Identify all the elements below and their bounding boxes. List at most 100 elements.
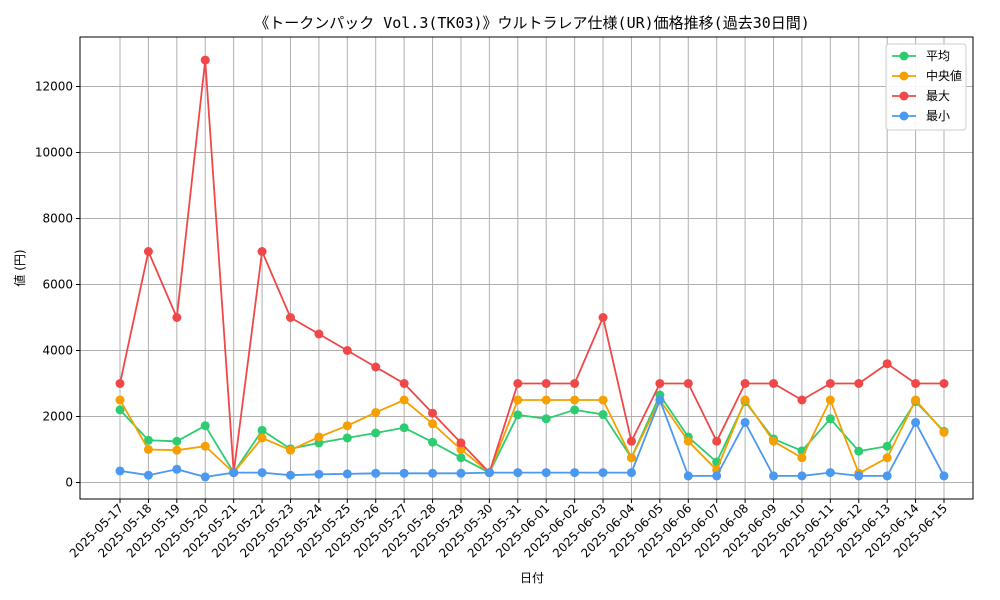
data-point — [371, 362, 381, 372]
data-point — [825, 379, 835, 388]
data-point — [200, 472, 210, 482]
data-point — [911, 395, 921, 405]
data-point — [428, 419, 438, 429]
y-tick-label: 0 — [65, 476, 73, 490]
data-point — [911, 379, 921, 388]
data-point — [769, 436, 779, 446]
data-point — [541, 414, 551, 424]
data-point — [854, 446, 864, 456]
data-point — [371, 428, 381, 438]
chart-title: 《トークンパック Vol.3(TK03)》ウルトラレア仕様(UR)価格推移(過去… — [254, 14, 810, 32]
legend-label: 最小 — [926, 109, 950, 123]
data-point — [570, 395, 580, 405]
data-point — [570, 379, 580, 388]
data-point — [257, 468, 267, 478]
data-point — [399, 468, 409, 478]
data-point — [456, 438, 466, 448]
data-point — [712, 436, 722, 446]
data-point — [456, 453, 466, 463]
data-point — [513, 379, 523, 388]
data-point — [513, 410, 523, 420]
data-point — [939, 471, 949, 481]
data-point — [882, 359, 892, 369]
data-point — [428, 408, 438, 418]
data-point — [626, 453, 636, 463]
data-point — [769, 379, 779, 388]
data-point — [143, 445, 153, 454]
data-point — [200, 55, 210, 65]
data-point — [939, 379, 949, 388]
data-point — [172, 436, 182, 446]
data-point — [570, 405, 580, 415]
data-point — [428, 437, 438, 447]
data-point — [626, 468, 636, 478]
data-point — [172, 464, 182, 474]
series-line-0 — [119, 393, 945, 475]
data-point — [797, 395, 807, 405]
data-point — [172, 445, 182, 455]
data-point — [598, 313, 608, 322]
legend-marker — [899, 51, 909, 61]
data-point — [285, 313, 295, 322]
data-point — [399, 423, 409, 433]
data-point — [769, 471, 779, 481]
legend-label: 平均 — [926, 49, 950, 63]
legend-label: 最大 — [926, 89, 950, 103]
data-point — [314, 469, 324, 479]
data-point — [626, 436, 636, 446]
data-point — [513, 468, 523, 478]
data-point — [911, 417, 921, 427]
data-point — [882, 471, 892, 481]
data-point — [314, 329, 324, 339]
data-point — [825, 414, 835, 424]
data-point — [825, 395, 835, 405]
data-point — [825, 468, 835, 478]
legend-marker — [899, 91, 909, 101]
legend-marker — [899, 111, 909, 121]
data-point — [342, 346, 352, 355]
data-point — [115, 405, 125, 415]
data-point — [342, 469, 352, 479]
data-point — [854, 379, 864, 388]
y-tick-label: 12000 — [35, 80, 73, 94]
y-tick-label: 4000 — [42, 344, 73, 358]
legend-marker — [899, 71, 909, 81]
data-point — [143, 247, 153, 256]
series-line-3 — [119, 397, 945, 478]
data-point — [740, 395, 750, 405]
data-point — [257, 247, 267, 256]
data-point — [541, 395, 551, 405]
data-point — [598, 395, 608, 405]
data-point — [456, 468, 466, 478]
data-point — [797, 471, 807, 481]
data-point — [683, 379, 693, 388]
x-axis-label: 日付 — [520, 571, 544, 585]
data-point — [740, 417, 750, 427]
data-point — [570, 468, 580, 478]
data-point — [484, 468, 494, 478]
data-point — [257, 433, 267, 443]
data-point — [115, 395, 125, 405]
data-point — [200, 441, 210, 451]
data-point — [513, 395, 523, 405]
data-point — [541, 379, 551, 388]
y-tick-label: 2000 — [42, 410, 73, 424]
data-point — [257, 425, 267, 435]
data-point — [399, 379, 409, 388]
data-point — [285, 470, 295, 480]
data-point — [541, 468, 551, 478]
legend-label: 中央値 — [926, 68, 962, 83]
data-point — [655, 395, 665, 405]
y-axis-ticks: 0 2000 4000 6000 8000 10000 12000 — [35, 80, 80, 490]
data-point — [456, 445, 466, 454]
legend-box — [885, 43, 967, 131]
series-lines — [115, 55, 949, 482]
data-point — [229, 468, 239, 478]
data-point — [172, 313, 182, 322]
data-point — [342, 421, 352, 431]
y-tick-label: 10000 — [35, 146, 73, 160]
data-point — [598, 468, 608, 478]
data-point — [371, 408, 381, 418]
